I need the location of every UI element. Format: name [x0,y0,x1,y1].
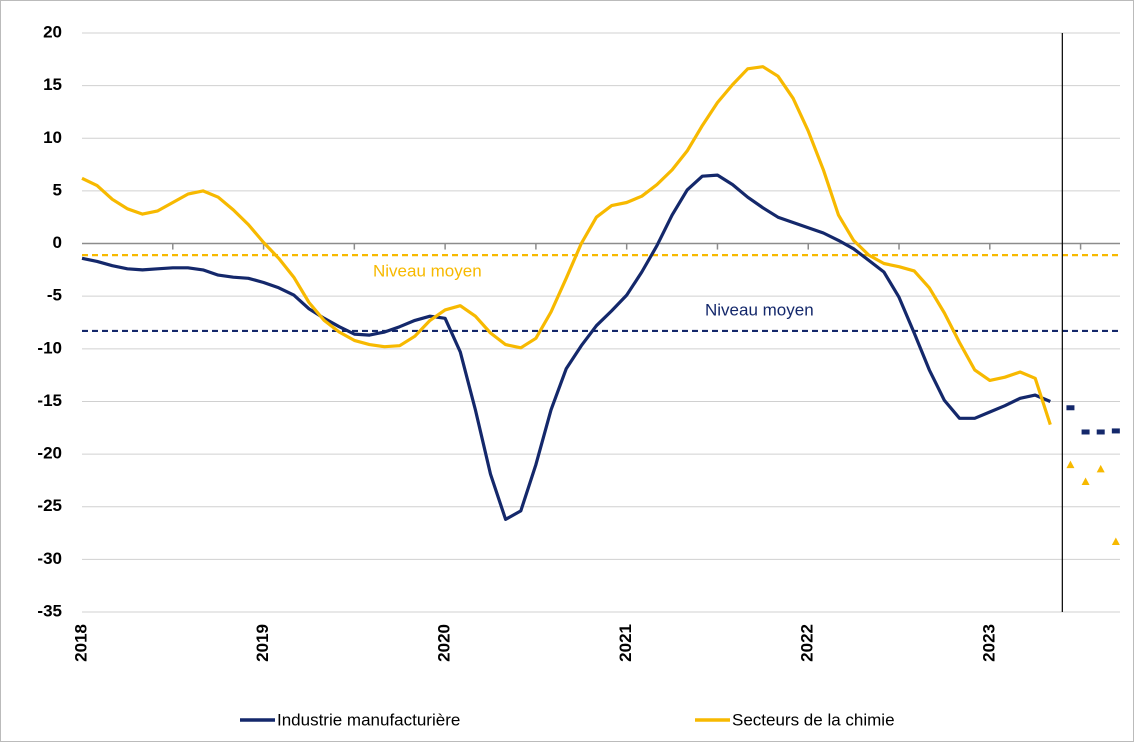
y-tick-label: -25 [37,496,62,515]
forecast-marker [1081,429,1090,435]
x-tick-label: 2022 [798,624,817,662]
y-tick-label: -5 [47,286,62,305]
y-tick-label: 15 [43,75,62,94]
forecast-marker [1066,405,1075,411]
x-tick-label: 2018 [71,624,90,662]
forecast-marker [1081,477,1090,485]
y-tick-label: -30 [37,549,62,568]
forecast-marker [1111,428,1120,434]
x-tick-label: 2021 [616,624,635,662]
x-tick-label: 2019 [253,624,272,662]
y-tick-label: -20 [37,444,62,463]
legend-label: Industrie manufacturière [277,710,460,729]
x-tick-label: 2020 [435,624,454,662]
forecast-marker [1096,429,1105,435]
forecast-marker [1111,537,1120,545]
series-line [81,173,1051,521]
y-tick-label: -15 [37,391,62,410]
reference-label: Niveau moyen [373,262,482,281]
y-tick-label: 0 [53,233,62,252]
y-tick-label: 10 [43,128,62,147]
y-tick-label: 20 [43,22,62,41]
forecast-marker [1066,460,1075,469]
y-tick-label: 5 [53,180,62,199]
forecast-marker [1096,464,1105,473]
reference-label: Niveau moyen [705,300,814,319]
y-tick-label: -35 [37,601,62,620]
y-tick-label: -10 [37,338,62,357]
x-tick-label: 2023 [979,624,998,662]
series-line [81,65,1052,426]
legend-label: Secteurs de la chimie [732,710,895,729]
